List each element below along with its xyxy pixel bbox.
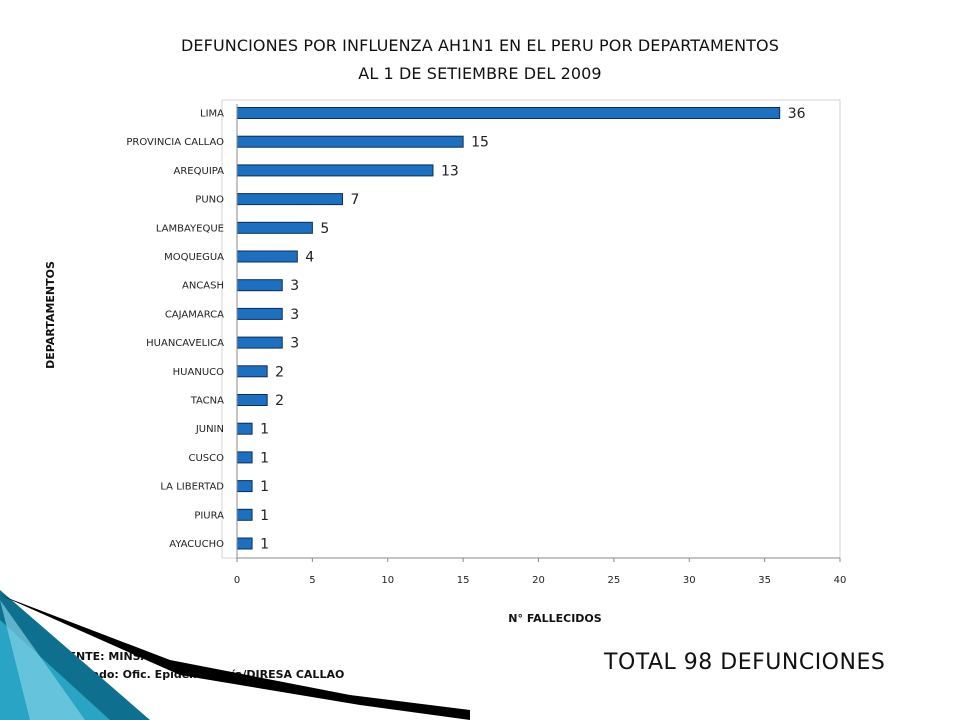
data-label-junin: 1 [260, 422, 269, 438]
bar-cajamarca [236, 307, 283, 320]
y-axis-title: DEPARTAMENTOS [44, 261, 57, 369]
data-label-tacna: 2 [275, 393, 284, 409]
category-label-moquegua: MOQUEGUA [164, 252, 224, 263]
data-label-ancash: 3 [290, 278, 299, 294]
bar-lima [236, 107, 781, 119]
x-tick-label-5: 5 [309, 575, 315, 586]
x-tick-label-10: 10 [381, 575, 394, 586]
data-label-provincia-callao: 15 [471, 135, 489, 151]
category-label-huancavelica: HUANCAVELICA [146, 338, 224, 349]
category-label-tacna: TACNA [190, 396, 224, 407]
bar-ayacucho [236, 537, 253, 550]
bar-puno [236, 193, 344, 206]
decor-shape-light [0, 600, 85, 720]
chart-title-line-2: AL 1 DE SETIEMBRE DEL 2009 [358, 64, 602, 83]
category-label-cajamarca: CAJAMARCA [165, 309, 224, 320]
category-label-puno: PUNO [195, 195, 224, 206]
data-label-moquegua: 4 [305, 250, 314, 266]
bar-arequipa [236, 164, 434, 177]
category-label-la-libertad: LA LIBERTAD [160, 482, 224, 493]
chart-title-line-1: DEFUNCIONES POR INFLUENZA AH1N1 EN EL PE… [181, 36, 779, 55]
x-axis-title: N° FALLECIDOS [508, 612, 601, 625]
bar-moquegua [236, 250, 298, 263]
decor-swoosh [0, 595, 470, 720]
data-label-arequipa: 13 [441, 163, 459, 179]
total-deaths-label: TOTAL 98 DEFUNCIONES [604, 650, 886, 675]
data-label-cajamarca: 3 [290, 307, 299, 323]
x-tick-label-0: 0 [234, 575, 240, 586]
data-label-ayacucho: 1 [260, 537, 269, 553]
bar-lambayeque [236, 221, 313, 234]
bar-huanuco [236, 365, 268, 378]
category-label-piura: PIURA [194, 510, 224, 521]
data-label-puno: 7 [351, 192, 360, 208]
category-label-lima: LIMA [200, 109, 224, 120]
bars-layer [236, 107, 781, 550]
category-label-junin: JUNIN [195, 424, 224, 435]
category-label-cusco: CUSCO [188, 453, 224, 464]
category-label-arequipa: AREQUIPA [174, 166, 225, 177]
x-tick-label-20: 20 [532, 575, 545, 586]
bar-tacna [236, 394, 268, 406]
bar-piura [236, 508, 253, 521]
corner-decoration [0, 590, 470, 720]
bar-huancavelica [236, 336, 283, 349]
category-label-ancash: ANCASH [182, 281, 224, 292]
data-label-huancavelica: 3 [290, 336, 299, 352]
bar-la-libertad [236, 480, 253, 493]
bar-cusco [236, 451, 253, 464]
x-tick-label-15: 15 [457, 575, 470, 586]
x-tick-label-40: 40 [834, 575, 847, 586]
bar-provincia-callao [236, 135, 464, 148]
x-tick-label-30: 30 [683, 575, 696, 586]
data-label-huanuco: 2 [275, 364, 284, 380]
data-label-la-libertad: 1 [260, 479, 269, 495]
data-label-lambayeque: 5 [320, 221, 329, 237]
x-axis: 0 5 10 15 20 25 30 35 40 [234, 104, 847, 586]
category-label-huanuco: HUANUCO [173, 367, 224, 378]
category-label-lambayeque: LAMBAYEQUE [156, 223, 224, 234]
bar-ancash [236, 279, 283, 292]
x-tick-label-35: 35 [758, 575, 771, 586]
data-label-piura: 1 [260, 508, 269, 524]
x-tick-label-25: 25 [608, 575, 621, 586]
bar-junin [236, 422, 253, 435]
data-label-cusco: 1 [260, 450, 269, 466]
data-label-lima: 36 [788, 106, 806, 122]
category-label-ayacucho: AYACUCHO [169, 539, 224, 550]
category-label-provincia-callao: PROVINCIA CALLAO [126, 137, 224, 148]
